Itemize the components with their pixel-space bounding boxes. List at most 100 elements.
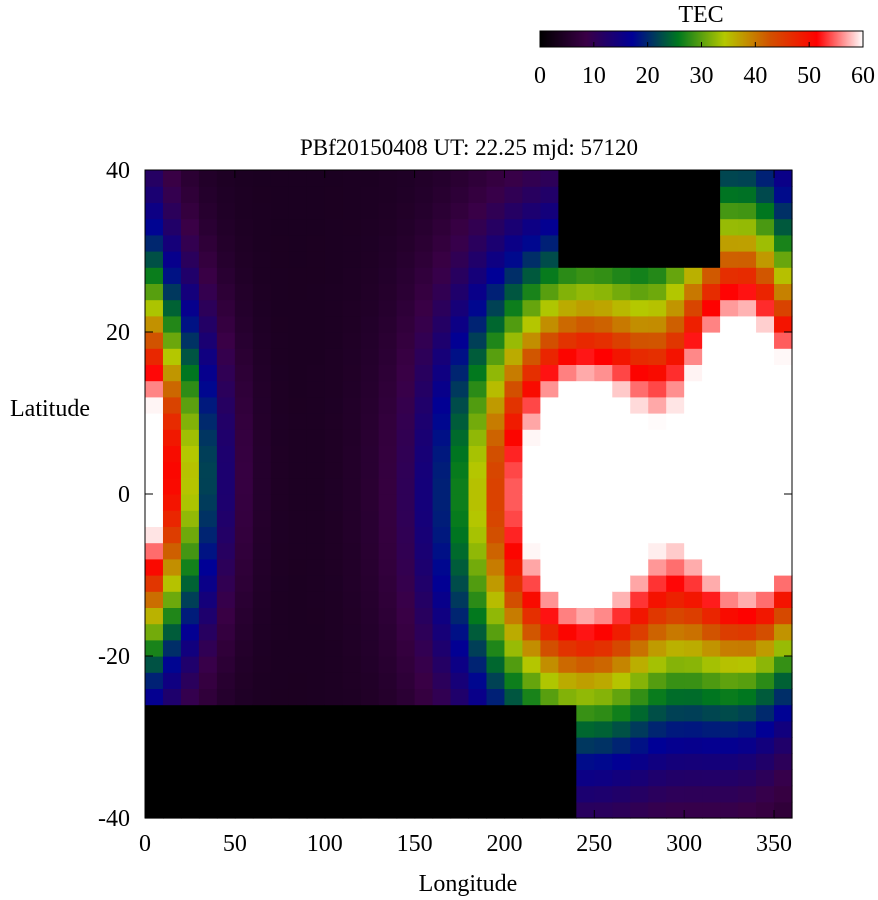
heatmap-cell xyxy=(486,364,506,382)
heatmap-cell xyxy=(306,753,326,770)
heatmap-cell xyxy=(522,186,541,203)
heatmap-cell xyxy=(504,607,524,625)
heatmap-cell xyxy=(720,267,739,284)
heatmap-cell xyxy=(145,267,164,284)
y-tick-label: 0 xyxy=(118,482,130,508)
heatmap-cell xyxy=(468,558,488,576)
heatmap-cell xyxy=(756,639,775,657)
heatmap-cell xyxy=(720,380,739,398)
heatmap-cell xyxy=(432,396,452,414)
heatmap-cell xyxy=(702,348,721,365)
heatmap-cell xyxy=(738,477,757,495)
heatmap-cell xyxy=(558,445,577,463)
heatmap-cell xyxy=(576,218,595,236)
heatmap-cell xyxy=(252,218,272,236)
heatmap-cell xyxy=(414,510,434,527)
heatmap-cell xyxy=(594,332,613,349)
heatmap-cell xyxy=(396,575,416,592)
heatmap-cell xyxy=(342,461,362,479)
heatmap-cell xyxy=(360,591,380,608)
heatmap-cell xyxy=(432,186,452,203)
heatmap-cell xyxy=(306,445,326,463)
heatmap-cell xyxy=(756,558,775,576)
heatmap-cell xyxy=(324,332,344,349)
heatmap-cell xyxy=(504,461,524,479)
heatmap-cell xyxy=(450,348,470,365)
x-tick-label: 50 xyxy=(223,831,247,857)
heatmap-cell xyxy=(414,785,434,803)
heatmap-cell xyxy=(162,558,182,576)
heatmap-cell xyxy=(216,737,236,754)
heatmap-cell xyxy=(234,396,254,414)
heatmap-cell xyxy=(180,396,200,414)
heatmap-cell xyxy=(630,753,649,770)
heatmap-cell xyxy=(666,801,685,819)
heatmap-cell xyxy=(468,413,488,430)
heatmap-cell xyxy=(486,623,506,641)
heatmap-cell xyxy=(216,704,236,722)
heatmap-cell xyxy=(450,558,470,576)
heatmap-cell xyxy=(702,558,721,576)
heatmap-cell xyxy=(198,396,218,414)
heatmap-cell xyxy=(558,477,577,495)
heatmap-cell xyxy=(306,494,326,511)
heatmap-cell xyxy=(468,429,488,446)
heatmap-cell xyxy=(414,396,434,414)
heatmap-cell xyxy=(450,494,470,511)
heatmap-cell xyxy=(414,591,434,608)
heatmap-cell xyxy=(756,737,775,754)
heatmap-cell xyxy=(702,234,721,252)
heatmap-cell xyxy=(774,623,793,641)
heatmap-cell xyxy=(396,607,416,625)
heatmap-cell xyxy=(360,267,380,284)
heatmap-cell xyxy=(288,429,308,446)
heatmap-cell xyxy=(396,801,416,819)
heatmap-cell xyxy=(270,396,290,414)
heatmap-cell xyxy=(684,607,703,625)
heatmap-cell xyxy=(306,413,326,430)
heatmap-cell xyxy=(180,639,200,657)
heatmap-cell xyxy=(378,315,398,333)
heatmap-cell xyxy=(145,785,164,803)
heatmap-cell xyxy=(594,607,613,625)
heatmap-cell xyxy=(648,785,667,803)
heatmap-cell xyxy=(306,720,326,738)
heatmap-cell xyxy=(468,769,488,787)
heatmap-cell xyxy=(774,170,793,187)
heatmap-cell xyxy=(198,526,218,544)
heatmap-cell xyxy=(594,364,613,382)
heatmap-cell xyxy=(612,494,631,511)
heatmap-cell xyxy=(558,251,577,268)
heatmap-cell xyxy=(522,494,541,511)
heatmap-cell xyxy=(504,639,524,657)
heatmap-cell xyxy=(360,364,380,382)
heatmap-cell xyxy=(198,558,218,576)
heatmap-cell xyxy=(216,801,236,819)
heatmap-cell xyxy=(486,477,506,495)
heatmap-cell xyxy=(270,672,290,689)
heatmap-cell xyxy=(432,234,452,252)
x-tick-label: 0 xyxy=(139,831,151,857)
heatmap-cell xyxy=(756,575,775,592)
heatmap-cell xyxy=(558,704,577,722)
heatmap-cell xyxy=(576,542,595,560)
heatmap-cell xyxy=(468,591,488,608)
heatmap-cell xyxy=(432,607,452,625)
heatmap-cell xyxy=(252,639,272,657)
heatmap-cell xyxy=(522,251,541,268)
heatmap-cell xyxy=(306,737,326,754)
heatmap-cell xyxy=(342,656,362,673)
heatmap-cell xyxy=(342,299,362,317)
heatmap-cell xyxy=(360,575,380,592)
heatmap-cell xyxy=(684,234,703,252)
heatmap-cell xyxy=(576,575,595,592)
colorbar-tick-label: 40 xyxy=(743,63,767,89)
heatmap-cell xyxy=(666,542,685,560)
heatmap-cell xyxy=(504,348,524,365)
heatmap-cell xyxy=(198,170,218,187)
heatmap-cell xyxy=(558,396,577,414)
heatmap-cell xyxy=(774,445,793,463)
heatmap-cell xyxy=(198,623,218,641)
heatmap-cell xyxy=(360,704,380,722)
heatmap-cell xyxy=(288,785,308,803)
